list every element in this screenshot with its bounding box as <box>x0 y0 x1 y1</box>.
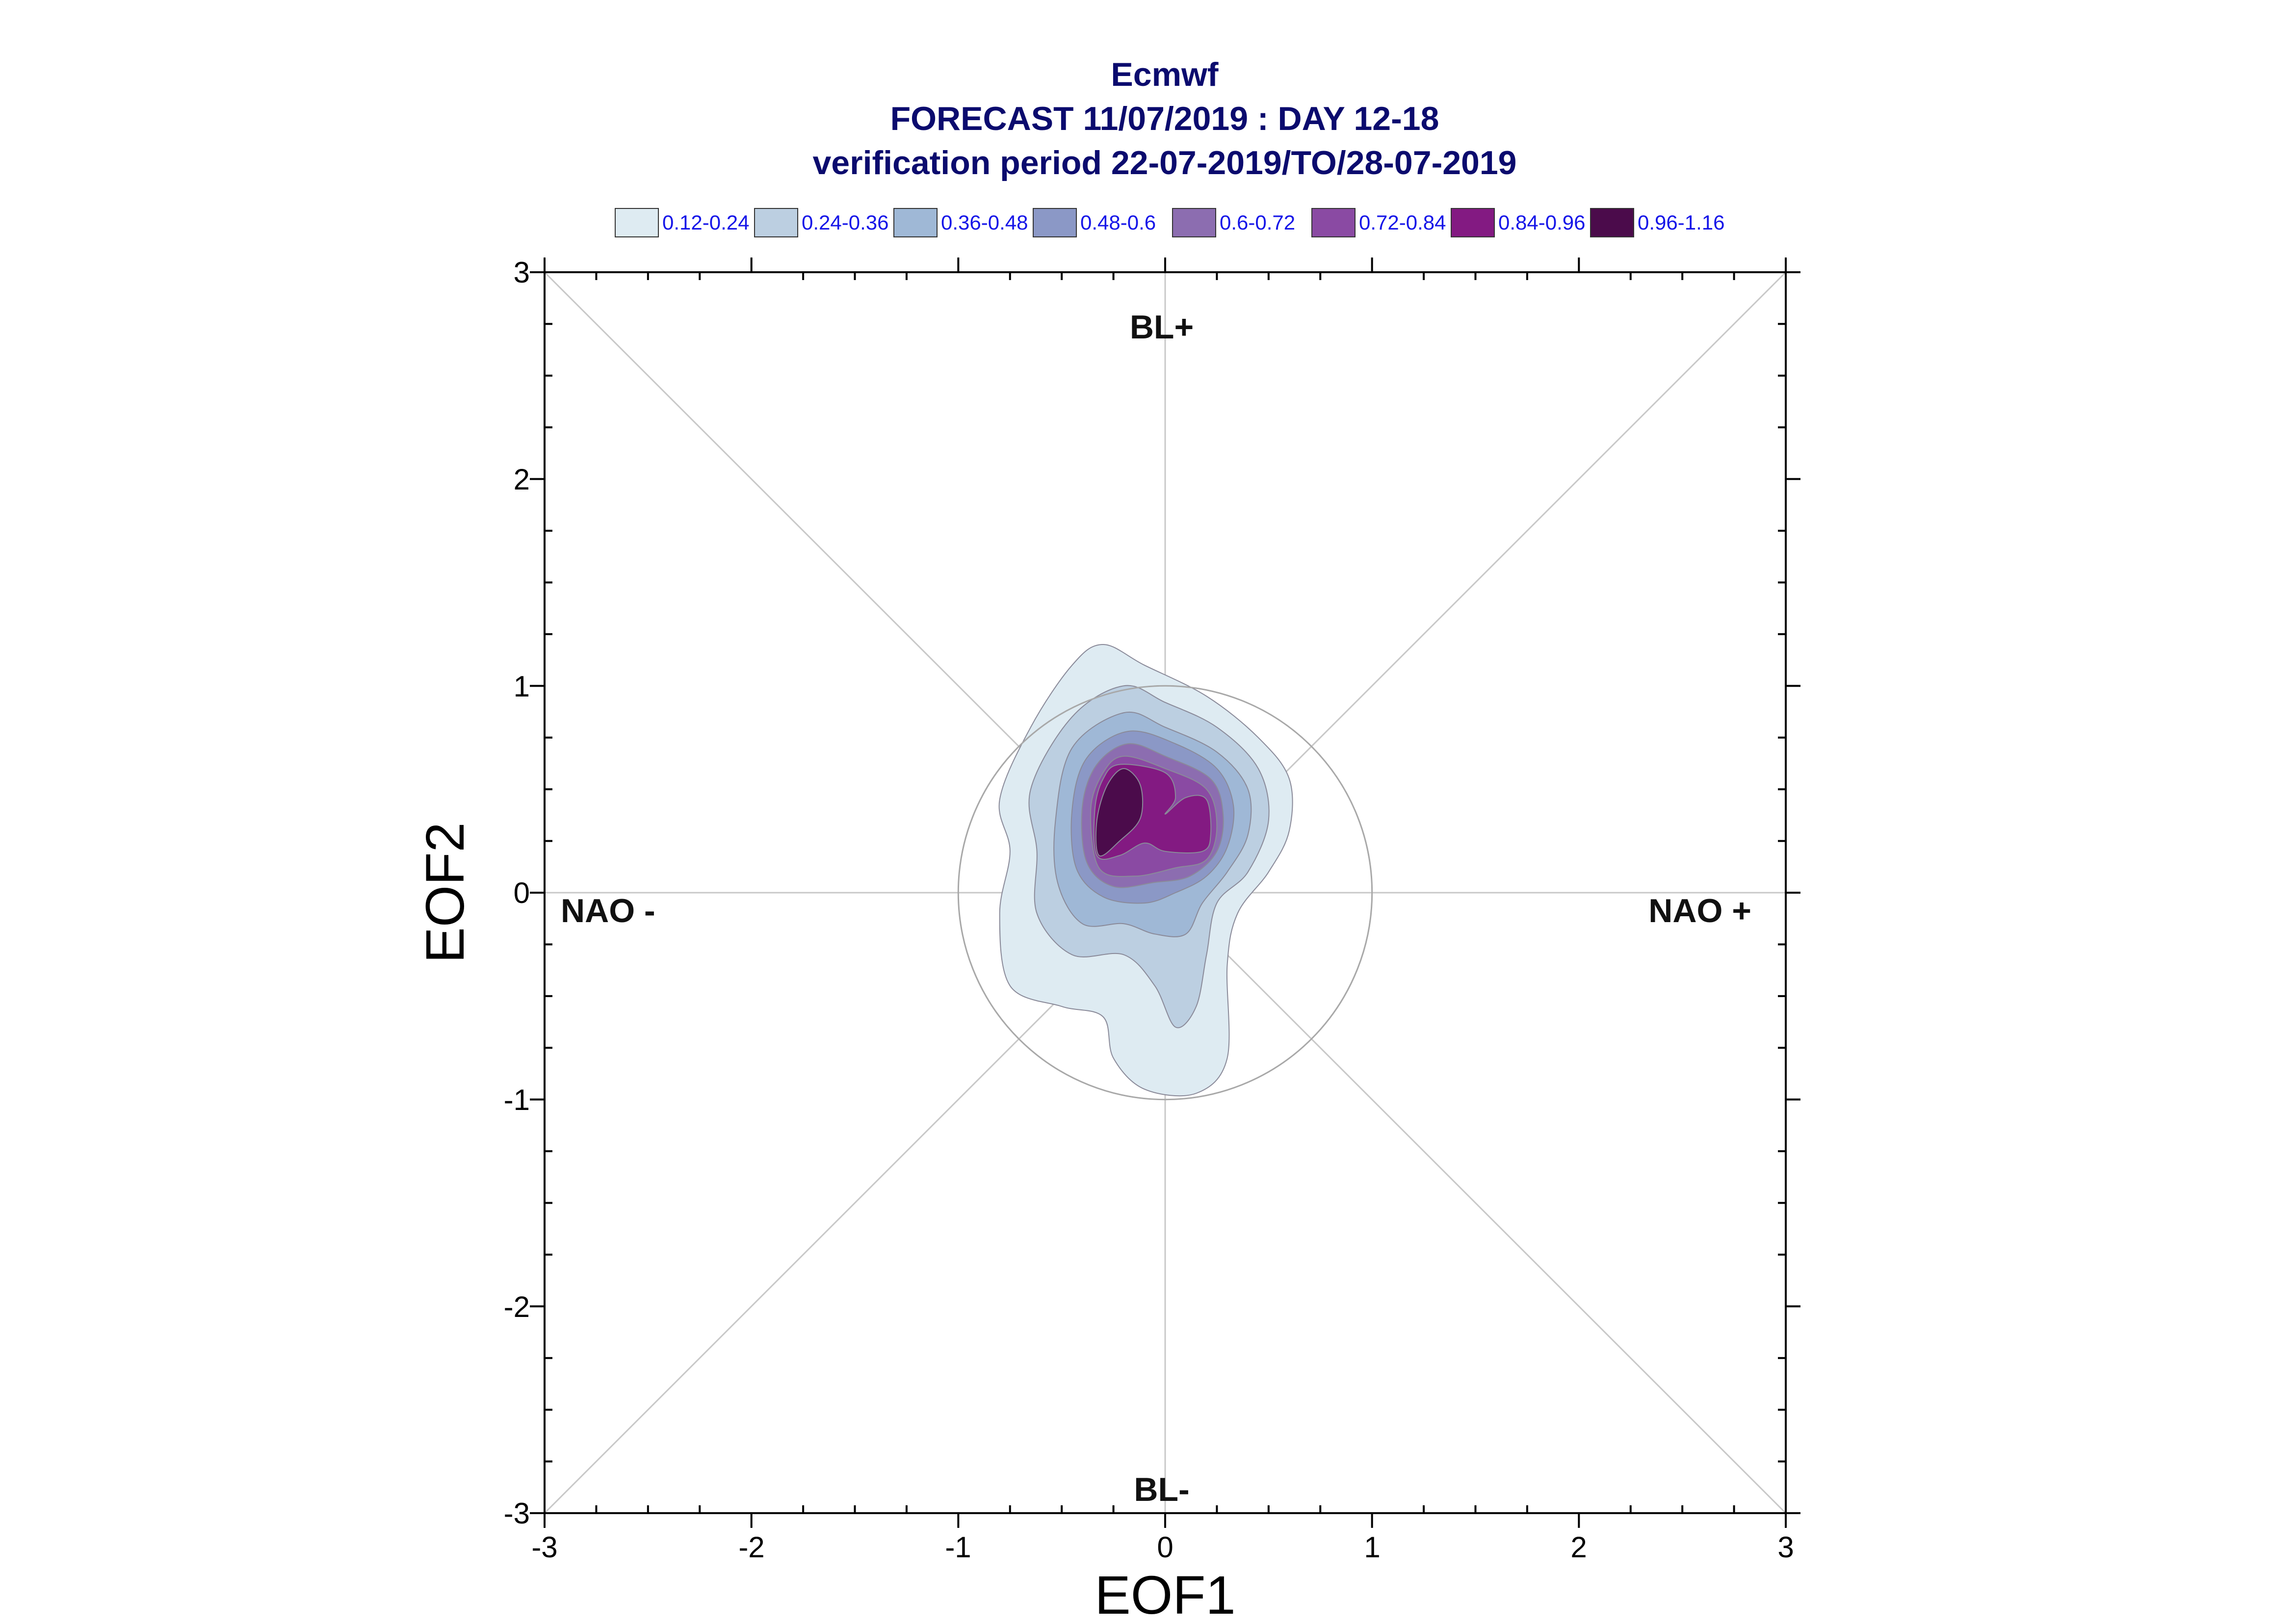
legend-label: 0.96-1.16 <box>1638 211 1724 234</box>
reference-circle <box>957 685 1373 1101</box>
legend-swatch <box>893 208 938 237</box>
y-axis-title: EOF2 <box>415 822 475 963</box>
x-tick-label: -3 <box>531 1531 557 1564</box>
x-tick-label: 3 <box>1777 1531 1794 1564</box>
regime-label-bl-plus: BL+ <box>1130 309 1194 346</box>
x-tick-label: -1 <box>945 1531 971 1564</box>
legend-swatch <box>1590 208 1634 237</box>
legend-label: 0.12-0.24 <box>662 211 749 234</box>
density-contour-0.96-1.16 <box>1095 768 1144 857</box>
legend-swatch <box>615 208 659 237</box>
x-tick-labels: -3 -2 -1 0 1 2 3 <box>531 1531 1794 1564</box>
legend-label: 0.24-0.36 <box>802 211 888 234</box>
legend-swatch <box>1451 208 1495 237</box>
chart-title-line-3: verification period 22-07-2019/TO/28-07-… <box>812 144 1516 181</box>
legend-label: 0.36-0.48 <box>941 211 1028 234</box>
chart-title-line-1: Ecmwf <box>1111 56 1219 93</box>
y-tick-label: 0 <box>514 876 530 909</box>
regime-label-nao-plus: NAO + <box>1648 892 1751 929</box>
x-tick-label: 0 <box>1157 1531 1173 1564</box>
legend-swatch <box>1311 208 1356 237</box>
y-tick-label: -2 <box>504 1290 530 1323</box>
y-tick-label: 1 <box>514 670 530 703</box>
legend-label: 0.72-0.84 <box>1359 211 1446 234</box>
legend-label: 0.84-0.96 <box>1498 211 1585 234</box>
chart-title-line-2: FORECAST 11/07/2019 : DAY 12-18 <box>890 100 1439 137</box>
y-tick-label: 2 <box>514 463 530 496</box>
regime-label-nao-minus: NAO - <box>561 892 655 929</box>
x-tick-label: 2 <box>1570 1531 1587 1564</box>
y-tick-label: -3 <box>504 1497 530 1530</box>
regime-label-bl-minus: BL- <box>1134 1471 1189 1508</box>
legend-label: 0.6-0.72 <box>1220 211 1295 234</box>
axis-ticks <box>530 258 1800 1528</box>
legend-swatch <box>1172 208 1216 237</box>
legend-swatch <box>1033 208 1077 237</box>
legend: 0.12-0.24 0.24-0.36 0.36-0.48 0.48-0.6 0… <box>615 208 1724 237</box>
density-contours <box>998 644 1293 1097</box>
y-tick-label: 3 <box>514 256 530 289</box>
x-tick-label: 1 <box>1364 1531 1380 1564</box>
x-axis-title: EOF1 <box>1095 1565 1235 1624</box>
y-tick-label: -1 <box>504 1083 530 1116</box>
legend-label: 0.48-0.6 <box>1080 211 1156 234</box>
y-tick-labels: -3 -2 -1 0 1 2 3 <box>504 256 530 1530</box>
x-tick-label: -2 <box>738 1531 764 1564</box>
legend-swatch <box>754 208 798 237</box>
